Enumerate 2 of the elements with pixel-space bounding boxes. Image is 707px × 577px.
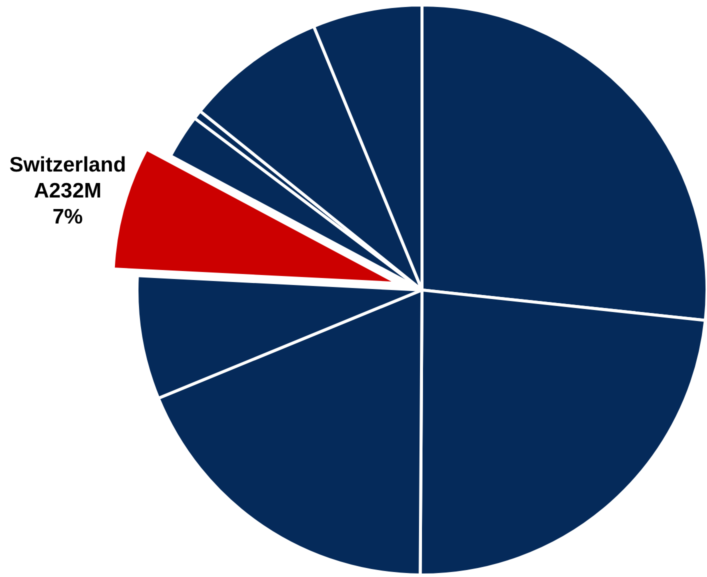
data-label: A232M 7%: [34, 179, 102, 228]
slice-label: Switzerland: [9, 153, 126, 176]
